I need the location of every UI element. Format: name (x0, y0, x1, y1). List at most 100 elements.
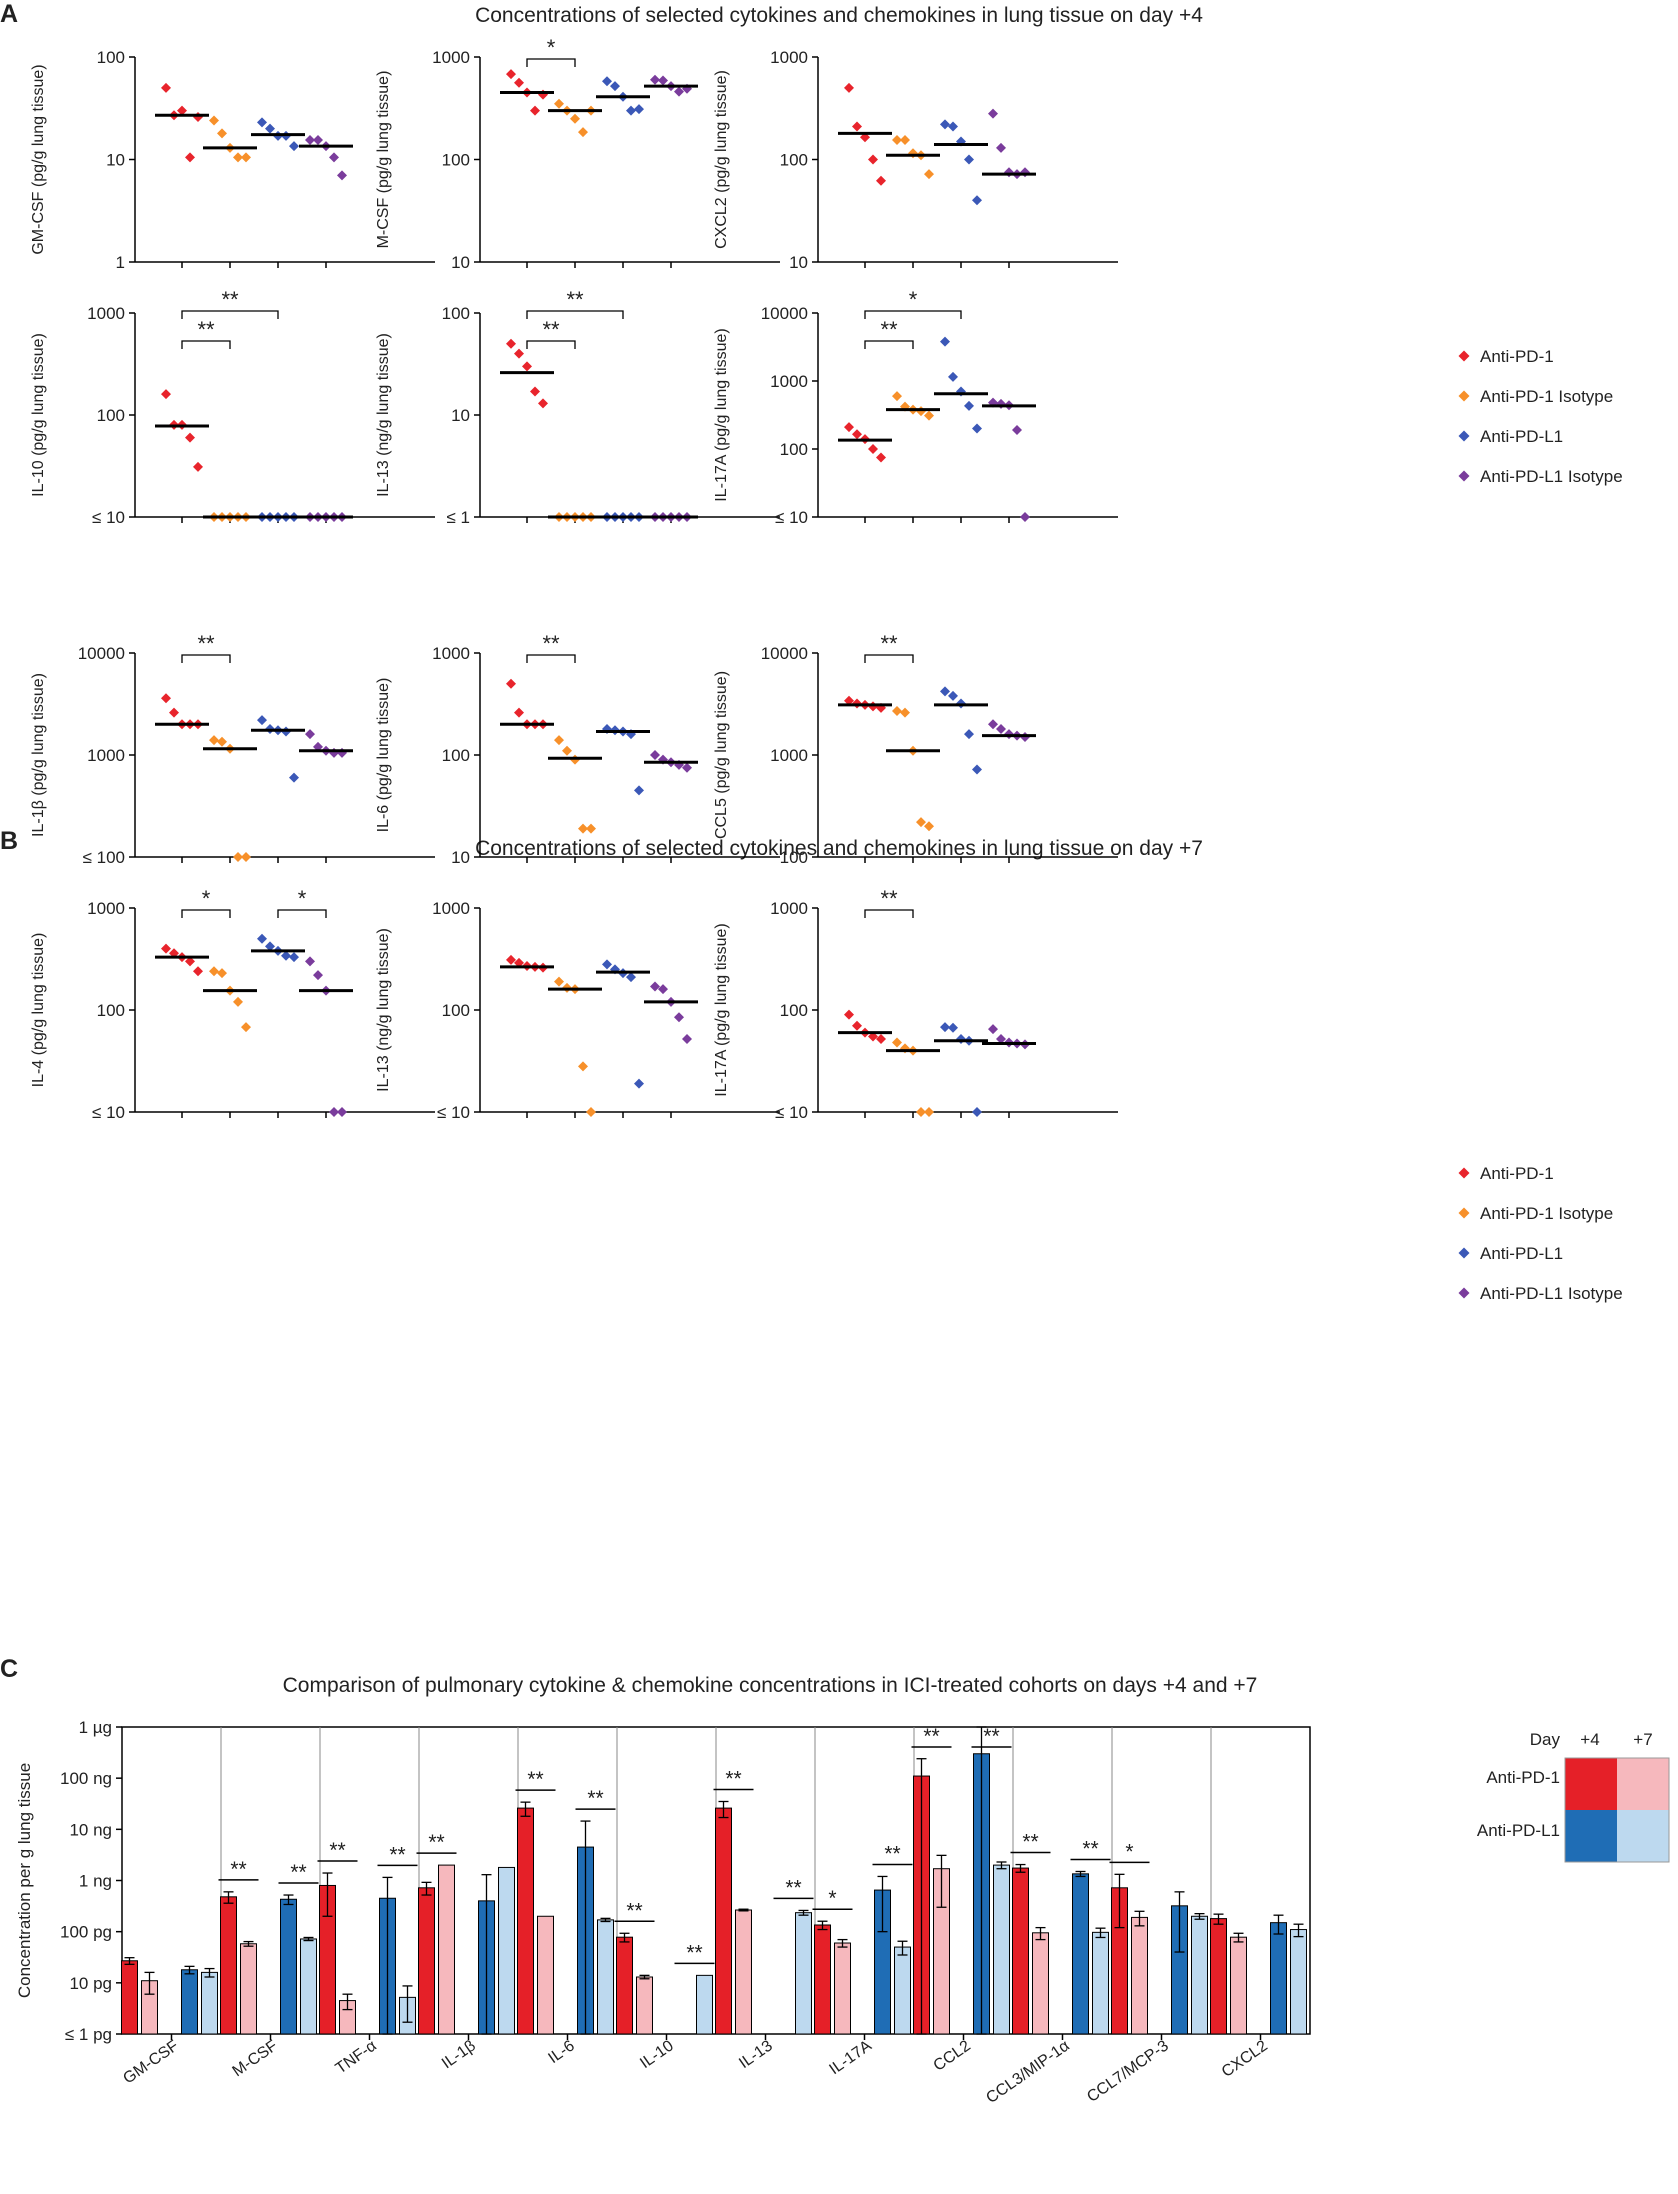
data-point (161, 943, 171, 954)
data-point (852, 121, 862, 132)
significance-bracket (181, 310, 279, 319)
data-point (217, 968, 227, 979)
data-point (948, 1022, 958, 1033)
data-point (161, 389, 171, 400)
significance-label: ** (725, 1767, 741, 1790)
significance-label: ** (389, 1843, 405, 1866)
y-tick-label: 100 pg (60, 1923, 112, 1942)
y-axis-label: CXCL2 (pg/g lung tissue) (713, 70, 730, 249)
data-point (329, 152, 339, 163)
legend-marker (1458, 430, 1470, 442)
scatter-chart-3: 10 100 1000 CXCL2 (pg/g lung tissue) (713, 48, 1118, 272)
legend-panel-a: Anti-PD-1 Anti-PD-1 Isotype Anti-PD-L1 Anti… (1458, 347, 1623, 486)
bar (280, 1898, 297, 2035)
data-point (337, 1107, 347, 1117)
data-point (996, 723, 1006, 734)
data-point (538, 398, 548, 409)
data-point (972, 1107, 982, 1117)
significance-bracket (526, 310, 624, 319)
significance-bracket (864, 909, 914, 918)
data-point (530, 386, 540, 397)
y-axis-label: GM-CSF (pg/g lung tissue) (30, 64, 47, 254)
y-tick-label: 100 (97, 1001, 125, 1020)
legend-day-7: +7 (1633, 1730, 1652, 1749)
data-point (682, 762, 692, 773)
y-tick-label: 10 (789, 253, 808, 272)
data-point (161, 693, 171, 704)
data-point (554, 98, 564, 109)
y-axis-label: IL-17A (pg/g lung tissue) (713, 923, 730, 1096)
x-category-label: TNF-α (333, 2037, 380, 2077)
data-point (634, 785, 644, 796)
data-point (916, 1107, 926, 1117)
y-axis-label: Concentration per g lung tissue (15, 1763, 34, 1998)
data-point (177, 105, 187, 116)
bar (418, 1887, 435, 2035)
data-point (900, 134, 910, 145)
panel-c-letter: C (0, 1655, 18, 1683)
bar (1270, 1922, 1287, 2035)
y-axis-label: IL-4 (pg/g lung tissue) (30, 933, 47, 1088)
data-point (570, 113, 580, 124)
y-tick-label: 10 (451, 253, 470, 272)
x-category-label: CCL2 (931, 2037, 974, 2074)
legend-label: Anti-PD-1 (1480, 1164, 1554, 1183)
data-point (852, 1020, 862, 1031)
panel-a-header: A Concentrations of selected cytokines a… (0, 0, 1203, 28)
data-point (908, 148, 918, 159)
scatter-chart-9: 100 1000 10000 CCL5 (pg/g lung tissue) ** (713, 631, 1118, 867)
bar (1210, 1918, 1227, 2035)
data-point (233, 996, 243, 1007)
data-point (530, 105, 540, 116)
data-point (988, 1024, 998, 1035)
data-point (305, 134, 315, 145)
data-point (940, 1022, 950, 1033)
legend-panel-b: Anti-PD-1 Anti-PD-1 Isotype Anti-PD-L1 Anti… (1458, 1164, 1623, 1303)
bar (121, 1960, 138, 2035)
data-point (265, 123, 275, 134)
data-point (996, 398, 1006, 409)
data-point (634, 1078, 644, 1089)
bar (715, 1807, 732, 2035)
y-tick-label: ≤ 100 (83, 848, 125, 867)
data-point (852, 429, 862, 440)
bar (1012, 1867, 1029, 2035)
y-tick-label: ≤ 1 pg (65, 2025, 112, 2044)
x-category-label: IL-1β (439, 2037, 479, 2072)
bar (1092, 1931, 1109, 2035)
data-point (876, 1033, 886, 1044)
y-tick-label: ≤ 10 (437, 1103, 470, 1122)
significance-label: ** (1082, 1837, 1098, 1860)
significance-label: ** (785, 1876, 801, 1899)
data-point (674, 86, 684, 97)
bar (1131, 1916, 1148, 2035)
legend-day-label: Day (1530, 1730, 1561, 1749)
bar (537, 1915, 554, 2035)
significance-label: ** (197, 631, 215, 656)
data-point (948, 690, 958, 701)
significance-bracket (864, 310, 962, 319)
y-tick-label: 10000 (761, 304, 808, 323)
bar (240, 1943, 257, 2035)
legend-swatch-pd1-day7 (1617, 1758, 1669, 1810)
data-point (586, 1107, 596, 1117)
scatter-chart-5: ≤ 1 10 100 IL-13 (ng/g lung tissue) **** (375, 287, 780, 527)
data-point (868, 444, 878, 454)
significance-label: ** (290, 1861, 306, 1884)
bar (696, 1974, 713, 2035)
data-point (289, 772, 299, 783)
y-axis-label: M-CSF (pg/g lung tissue) (375, 71, 392, 249)
bar (498, 1866, 515, 2035)
data-point (281, 950, 291, 961)
data-point (964, 400, 974, 411)
y-tick-label: 1000 (87, 746, 125, 765)
significance-label: ** (428, 1831, 444, 1854)
data-point (241, 152, 251, 163)
significance-bracket (181, 909, 231, 918)
y-tick-label: 10 pg (69, 1974, 112, 1993)
significance-bracket (277, 909, 327, 918)
bar (735, 1909, 752, 2035)
legend-row-pd1: Anti-PD-1 (1486, 1768, 1560, 1787)
data-point (972, 195, 982, 206)
data-point (1004, 167, 1014, 178)
